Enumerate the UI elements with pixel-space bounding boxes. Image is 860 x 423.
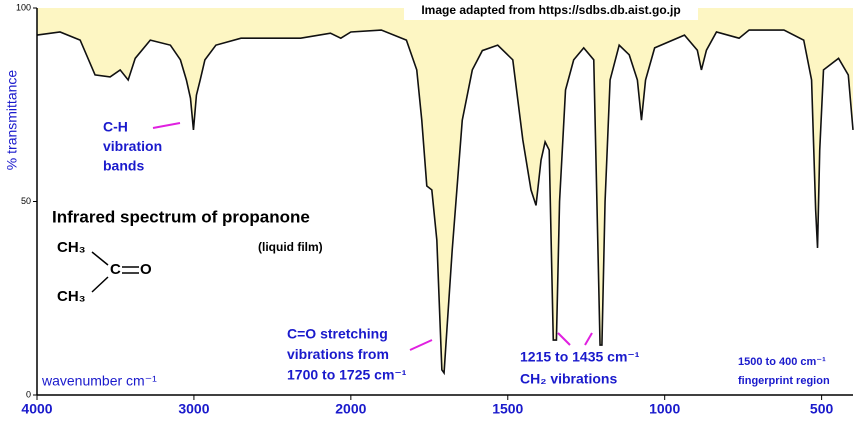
source-note: Image adapted from https://sdbs.db.aist.… <box>421 3 680 17</box>
annotation: fingerprint region <box>738 375 830 387</box>
y-tick-label: 100 <box>16 2 31 12</box>
pointer <box>557 332 571 346</box>
x-tick-label: 3000 <box>178 401 209 417</box>
pointer <box>409 339 433 351</box>
annotation: vibration <box>103 138 162 154</box>
y-tick-label: 50 <box>21 196 31 206</box>
x-tick-label: 4000 <box>21 401 52 417</box>
x-tick-label: 2000 <box>335 401 366 417</box>
annotation: bands <box>103 158 144 174</box>
molecule-atom: CH₃ <box>57 239 86 256</box>
source-note-bg <box>404 2 698 20</box>
annotation: 1215 to 1435 cm⁻¹ <box>520 349 640 365</box>
pointer <box>152 122 181 129</box>
spectrum-line <box>36 29 854 376</box>
annotation: vibrations from <box>287 346 389 362</box>
annotation: 1500 to 400 cm⁻¹ <box>738 356 826 368</box>
annotation: CH₂ vibrations <box>520 371 617 387</box>
molecule-atom: CH₃ <box>57 288 86 305</box>
bond <box>91 251 109 266</box>
x-tick-label: 500 <box>810 401 834 417</box>
pointer <box>584 332 593 346</box>
chart-subtitle: (liquid film) <box>258 240 323 254</box>
chart-title: Infrared spectrum of propanone <box>52 207 310 226</box>
annotation: 1700 to 1725 cm⁻¹ <box>287 367 407 383</box>
x-tick-label: 1500 <box>492 401 523 417</box>
molecule-atom: O <box>140 261 152 278</box>
bond <box>91 276 109 293</box>
annotation: C=O stretching <box>287 326 388 342</box>
molecule-atom: C <box>110 261 121 278</box>
absorption-shading <box>37 8 853 373</box>
y-tick-label: 0 <box>26 389 31 399</box>
x-tick-label: 1000 <box>649 401 680 417</box>
y-axis-title: % transmittance <box>4 70 20 171</box>
annotation: C-H <box>103 119 128 135</box>
x-axis-title: wavenumber cm⁻¹ <box>41 373 157 389</box>
